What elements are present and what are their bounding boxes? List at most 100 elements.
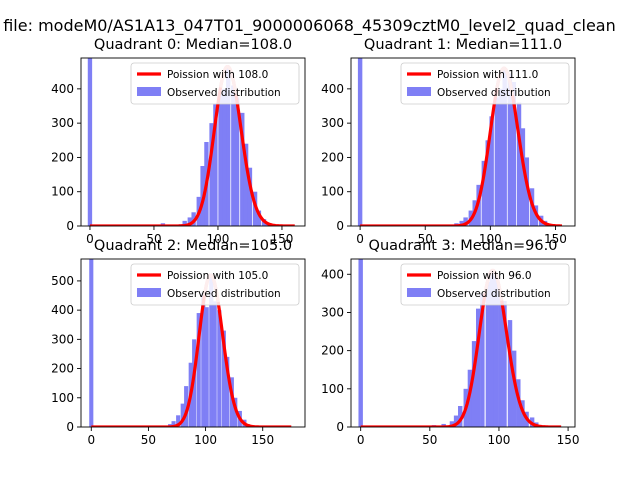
x-tick-label: 100 [479,232,502,246]
legend-poisson-label: Poission with 108.0 [167,69,268,81]
legend-box [130,62,300,105]
x-tick-label: 50 [422,433,437,447]
histogram-bar [243,143,249,226]
histogram-bar [212,301,217,427]
legend: Poission with 96.0 Observed distribution [400,263,570,306]
histogram-bar [182,220,187,226]
x-tick-label: 50 [146,232,161,246]
legend-poisson-label: Poission with 105.0 [167,270,268,282]
y-tick-label: 300 [51,116,74,130]
x-tick-label: 50 [141,433,156,447]
poisson-curve [360,268,562,427]
y-tick-label: 200 [321,344,344,358]
histogram-bar [196,313,201,427]
histogram-bar [225,356,230,427]
x-tick-label: 150 [271,232,294,246]
poisson-curve [89,64,296,226]
y-tick-label: 100 [321,382,344,396]
histogram-bar [502,301,507,427]
histogram-bar [87,58,93,226]
x-tick-label: 150 [544,232,567,246]
quadrant-2-chart: 0 50 100 150 0 100 200 300 400 500 Quadrant 2: Med… [51,238,306,447]
y-tick-label: 300 [321,305,344,319]
legend-box [400,263,570,306]
axes-frame [80,57,306,227]
y-tick-label: 0 [336,219,344,233]
histogram-bar [453,415,459,427]
histogram-bar [498,88,503,226]
histogram-bar [516,102,522,226]
x-tick-label: 100 [487,433,510,447]
legend: Poission with 108.0 Observed distribution [130,62,300,105]
x-tick-label: 150 [557,433,580,447]
histogram-bar [489,116,494,226]
histogram-bar [485,281,491,427]
y-tick-label: 200 [51,362,74,376]
y-tick-label: 0 [66,420,74,434]
x-tick-label: 0 [356,232,364,246]
axes-frame [80,258,306,428]
chart-title: Quadrant 2: Median=105.0 [94,238,292,254]
legend: Poission with 111.0 Observed distribution [400,62,570,105]
histogram-bar [511,350,517,427]
chart-title: Quadrant 0: Median=108.0 [94,37,292,53]
y-tick-label: 400 [51,82,74,96]
y-tick-label: 300 [321,116,344,130]
histogram-bar [171,421,176,427]
y-tick-label: 400 [321,82,344,96]
histogram-bar [498,295,503,427]
histogram-bar [480,293,485,427]
histogram-bar [463,217,468,226]
histogram-bar [226,66,231,226]
plot-area [89,259,292,427]
histogram-bar [256,210,262,226]
histogram-bar [184,386,189,427]
legend-observed-swatch [407,288,431,297]
histogram-bar [187,217,192,226]
histogram-bar [229,377,234,427]
x-tick-label: 50 [418,232,433,246]
histogram-bar [176,415,181,427]
x-tick-label: 0 [86,232,94,246]
histogram-bar [209,275,214,427]
histogram-bar [222,88,227,226]
y-tick-label: 400 [321,267,344,281]
histogram-bar [217,310,222,427]
histogram-bar [201,292,206,427]
y-tick-label: 0 [336,420,344,434]
chart-title: Quadrant 3: Median=96.0 [369,238,558,254]
histogram-bar [485,140,490,226]
histogram-bar [231,85,236,226]
poisson-curve [359,66,563,226]
y-tick-label: 100 [51,185,74,199]
histogram-bar [213,104,218,226]
quadrant-0-chart: 0 50 100 150 0 100 200 300 400 Quadrant 0: Median… [51,37,306,246]
y-tick-label: 100 [51,391,74,405]
legend-observed-swatch [407,87,431,96]
histogram-bar [520,128,526,226]
y-tick-label: 200 [51,150,74,164]
histogram-bar [204,307,209,427]
histogram-bar [221,330,226,427]
plot-area [358,259,562,427]
x-tick-label: 150 [251,433,274,447]
histogram-bar [489,270,495,427]
quadrant-1-chart: 0 50 100 150 0 100 200 300 400 Quadrant 1: Median… [321,37,576,246]
legend-poisson-label: Poission with 96.0 [437,270,532,282]
histogram-bar [89,259,94,427]
histogram-bar [209,123,214,226]
histogram-bar [180,403,185,427]
histogram-bar [240,112,245,226]
y-tick-label: 500 [51,274,74,288]
y-tick-label: 100 [321,185,344,199]
axes-frame [350,57,576,227]
x-tick-label: 0 [357,433,365,447]
suptitle-text: n file: modeM0/AS1A13_047T01_9000006068_… [0,16,616,35]
histogram-bar [511,82,517,226]
y-tick-label: 300 [51,332,74,346]
figure-suptitle: n file: modeM0/AS1A13_047T01_9000006068_… [0,16,640,38]
legend-observed-label: Observed distribution [437,288,551,300]
histogram-bar [218,94,223,226]
x-tick-label: 100 [194,433,217,447]
